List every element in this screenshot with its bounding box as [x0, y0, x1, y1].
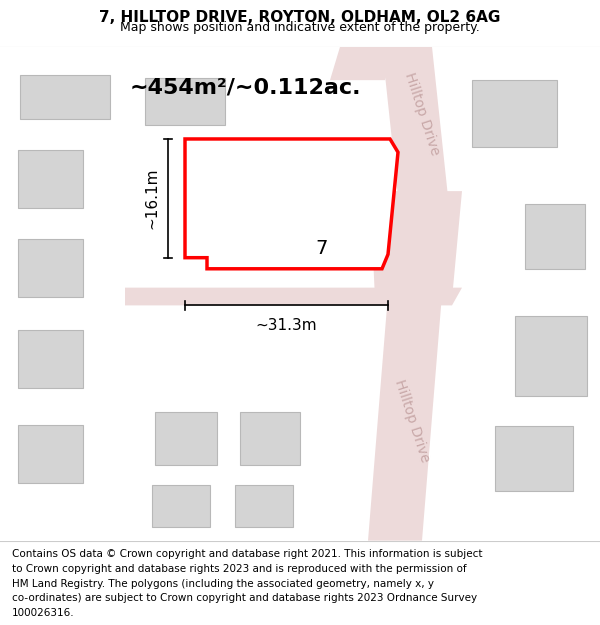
Polygon shape [370, 191, 462, 299]
Text: to Crown copyright and database rights 2023 and is reproduced with the permissio: to Crown copyright and database rights 2… [12, 564, 467, 574]
Bar [235, 485, 293, 528]
Text: Hilltop Drive: Hilltop Drive [402, 70, 442, 157]
Text: 7: 7 [316, 239, 328, 258]
Text: Hilltop Drive: Hilltop Drive [392, 378, 432, 464]
Polygon shape [368, 294, 442, 541]
Text: ~16.1m: ~16.1m [145, 168, 160, 229]
Text: ~454m²/~0.112ac.: ~454m²/~0.112ac. [129, 78, 361, 98]
Bar [18, 150, 83, 208]
Polygon shape [382, 47, 448, 197]
Polygon shape [125, 288, 462, 306]
Bar [155, 412, 217, 465]
Polygon shape [330, 47, 395, 80]
Bar [145, 78, 225, 124]
Text: ~31.3m: ~31.3m [256, 318, 317, 333]
Bar [515, 316, 587, 396]
Bar [495, 426, 573, 491]
Bar [472, 80, 557, 147]
Bar [152, 485, 210, 528]
Text: 7, HILLTOP DRIVE, ROYTON, OLDHAM, OL2 6AG: 7, HILLTOP DRIVE, ROYTON, OLDHAM, OL2 6A… [100, 10, 500, 25]
Text: co-ordinates) are subject to Crown copyright and database rights 2023 Ordnance S: co-ordinates) are subject to Crown copyr… [12, 593, 477, 603]
Bar [525, 204, 585, 269]
Bar [240, 412, 300, 465]
Bar [20, 74, 110, 119]
Bar [18, 239, 83, 296]
Polygon shape [185, 139, 398, 269]
Text: Map shows position and indicative extent of the property.: Map shows position and indicative extent… [120, 21, 480, 34]
Text: HM Land Registry. The polygons (including the associated geometry, namely x, y: HM Land Registry. The polygons (includin… [12, 579, 434, 589]
Bar [18, 425, 83, 483]
Bar [18, 330, 83, 388]
Bar [212, 152, 327, 239]
Text: 100026316.: 100026316. [12, 608, 74, 618]
Text: Contains OS data © Crown copyright and database right 2021. This information is : Contains OS data © Crown copyright and d… [12, 549, 482, 559]
